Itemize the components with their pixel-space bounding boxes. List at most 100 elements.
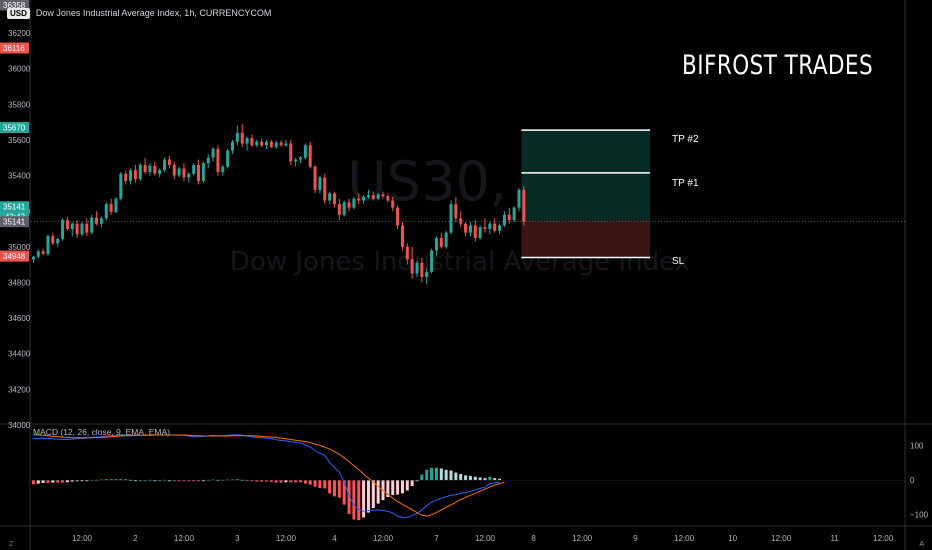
candles bbox=[31, 123, 905, 285]
macd-line bbox=[33, 434, 500, 518]
candle bbox=[177, 168, 181, 176]
macd-histogram-bar bbox=[119, 479, 123, 481]
time-tick-label: 10 bbox=[728, 534, 737, 543]
time-tick-label: 3 bbox=[235, 534, 240, 543]
candle bbox=[347, 202, 351, 208]
candle bbox=[298, 157, 302, 160]
candle bbox=[488, 223, 492, 230]
candle bbox=[138, 164, 142, 180]
candle bbox=[464, 223, 468, 233]
price-tick-label: 34400 bbox=[8, 350, 31, 359]
candle bbox=[109, 204, 113, 213]
candle bbox=[439, 237, 443, 247]
candle bbox=[95, 217, 99, 224]
position-tool[interactable] bbox=[521, 129, 651, 259]
candle bbox=[512, 207, 516, 221]
macd-histogram-bar bbox=[250, 480, 254, 482]
candle bbox=[61, 220, 65, 239]
candle bbox=[211, 148, 215, 158]
time-tick-label: 12:00 bbox=[72, 534, 93, 543]
macd-histogram-bar bbox=[75, 480, 79, 482]
time-tick-label: 12:00 bbox=[475, 534, 496, 543]
macd-histogram-bar bbox=[371, 480, 375, 509]
time-tick-label: 12:00 bbox=[771, 534, 792, 543]
macd-histogram-bar bbox=[61, 480, 65, 483]
macd-histogram-bar bbox=[197, 480, 201, 482]
candle bbox=[294, 159, 298, 162]
time-tick-label: 4 bbox=[332, 534, 337, 543]
macd-histogram-bar bbox=[167, 480, 171, 482]
macd-histogram-bar bbox=[245, 480, 249, 482]
candle bbox=[483, 227, 487, 230]
candle bbox=[269, 141, 273, 148]
macd-histogram-bar bbox=[192, 480, 196, 482]
macd-histogram-bar bbox=[138, 480, 142, 482]
candle bbox=[376, 194, 380, 199]
macd-histogram-bar bbox=[366, 480, 370, 513]
candle bbox=[289, 143, 293, 162]
auto-scale-button[interactable]: A bbox=[919, 541, 924, 548]
time-tick-label: 2 bbox=[133, 534, 138, 543]
time-tick-label: 12:00 bbox=[572, 534, 593, 543]
macd-histogram-bar bbox=[187, 480, 191, 482]
price-badge bbox=[0, 250, 29, 262]
price-badge-label: 36116 bbox=[3, 44, 25, 53]
macd-tick-label: −100 bbox=[910, 511, 929, 520]
price-tick-label: 35000 bbox=[8, 243, 31, 252]
macd-histogram-bar bbox=[235, 479, 239, 481]
time-tick-label: 12:00 bbox=[873, 534, 894, 543]
candle bbox=[201, 163, 205, 181]
macd-histogram-bar bbox=[444, 469, 448, 481]
price-badge bbox=[0, 42, 29, 54]
macd-histogram-bar bbox=[488, 476, 492, 481]
candle bbox=[498, 225, 502, 231]
candle bbox=[119, 173, 123, 199]
macd-histogram-bar bbox=[284, 480, 288, 483]
currency-badge[interactable]: USD bbox=[7, 7, 30, 19]
stop-loss-zone bbox=[521, 220, 651, 258]
candle bbox=[371, 195, 375, 199]
candle bbox=[41, 251, 45, 254]
macd-histogram-bar bbox=[143, 480, 147, 482]
macd-indicator-label[interactable]: MACD (12, 26, close, 9, EMA, EMA) bbox=[33, 427, 170, 437]
candle bbox=[56, 238, 60, 244]
candle bbox=[148, 165, 152, 173]
macd-histogram-bar bbox=[177, 480, 181, 482]
candle bbox=[206, 157, 210, 164]
candle bbox=[468, 225, 472, 233]
candle bbox=[478, 227, 482, 238]
candle bbox=[85, 223, 89, 233]
macd-histogram-bar bbox=[114, 479, 118, 481]
time-tick-label: 12:00 bbox=[674, 534, 695, 543]
candle bbox=[197, 164, 201, 181]
candle bbox=[357, 198, 361, 201]
macd-histogram-bar bbox=[459, 473, 463, 481]
candle bbox=[264, 141, 268, 146]
price-badge-label: 35670 bbox=[3, 123, 26, 132]
candle bbox=[51, 236, 55, 244]
zoom-button[interactable]: Z bbox=[9, 541, 14, 548]
macd-histogram-bar bbox=[332, 480, 336, 497]
macd-histogram-bar bbox=[65, 480, 69, 483]
candle bbox=[124, 173, 128, 181]
price-tick-label: 35600 bbox=[8, 136, 31, 145]
macd-histogram-bar bbox=[318, 480, 322, 489]
candle bbox=[90, 217, 94, 233]
candle bbox=[332, 193, 336, 205]
macd-histogram-bar bbox=[303, 480, 307, 484]
macd-histogram-bar bbox=[46, 480, 50, 483]
signal-line bbox=[33, 434, 505, 517]
macd-histogram-bar bbox=[347, 480, 351, 514]
candle bbox=[70, 223, 74, 230]
price-badge-label: 36358 bbox=[3, 1, 26, 10]
macd-histogram-bar bbox=[80, 480, 84, 482]
candle bbox=[396, 207, 400, 226]
price-tick-label: 36200 bbox=[8, 29, 31, 38]
candle bbox=[342, 202, 346, 215]
macd-histogram-bar bbox=[36, 480, 40, 484]
macd-histogram-bar bbox=[109, 479, 113, 481]
macd-histogram-bar bbox=[85, 480, 89, 482]
take-profit-zone bbox=[521, 130, 651, 221]
price-badge bbox=[0, 121, 29, 133]
